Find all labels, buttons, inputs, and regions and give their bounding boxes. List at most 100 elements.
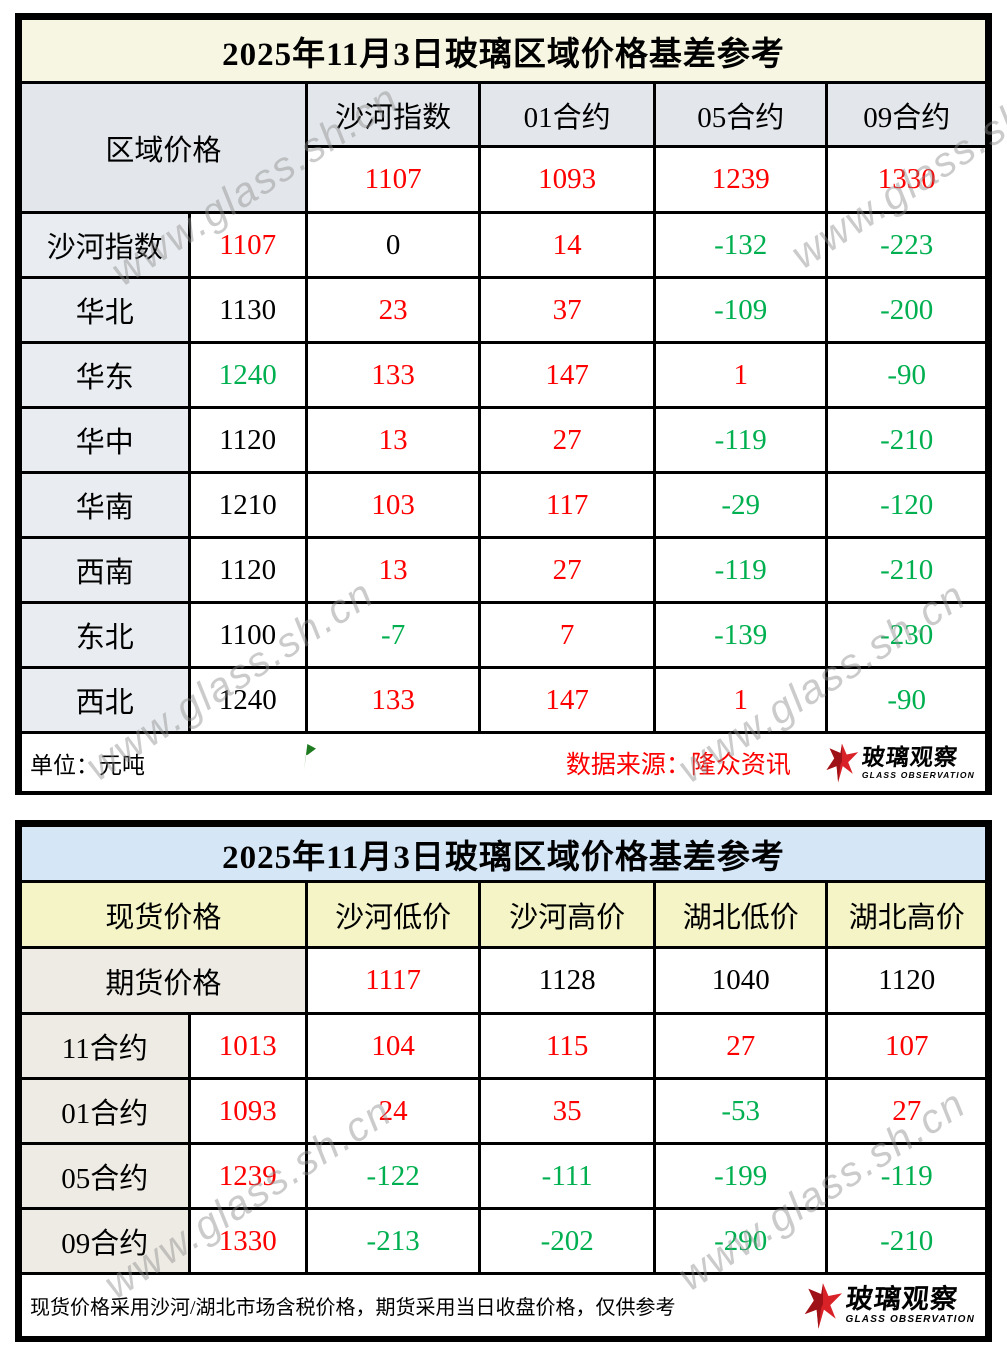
- table2-reference-price-row: 期货价格 1117 1128 1040 1120: [19, 946, 988, 1015]
- basis-cell: -290: [652, 1207, 829, 1275]
- ref-price-cell: 1239: [652, 145, 829, 214]
- table1-corner-header: 区域价格: [19, 81, 308, 214]
- basis-cell: -223: [825, 211, 988, 279]
- brand-logo: 玻璃观察 GLASS OBSERVATION: [803, 1281, 975, 1331]
- col-header-contract-01: 01合约: [478, 81, 656, 148]
- logo-star-icon: [804, 1282, 842, 1329]
- basis-cell: -90: [825, 666, 988, 734]
- ref-price-cell: 1107: [304, 145, 482, 214]
- regional-basis-grid: 2025年11月3日玻璃区域价格基差参考 区域价格 沙河指数 01合约 05合约…: [19, 17, 988, 794]
- table-row: 华北 1130 23 37 -109 -200: [19, 276, 988, 344]
- table-row: 11合约 1013 104 115 27 107: [19, 1012, 988, 1080]
- basis-cell: -90: [825, 341, 988, 409]
- basis-cell: 14: [478, 211, 656, 279]
- basis-cell: 27: [478, 406, 656, 474]
- basis-cell: 133: [304, 666, 482, 734]
- basis-cell: 24: [304, 1077, 482, 1145]
- region-price-cell: 1107: [187, 211, 308, 279]
- basis-cell: -202: [478, 1207, 656, 1275]
- table-regional-basis: 2025年11月3日玻璃区域价格基差参考 区域价格 沙河指数 01合约 05合约…: [15, 13, 992, 795]
- row-label: 沙河指数: [19, 211, 191, 279]
- basis-cell: 7: [478, 601, 656, 669]
- basis-cell: -111: [478, 1142, 656, 1210]
- row-label: 东北: [19, 601, 191, 669]
- table-row: 华中 1120 13 27 -119 -210: [19, 406, 988, 474]
- ref-price-cell: 1330: [825, 145, 988, 214]
- spot-price-cell: 1128: [478, 946, 656, 1015]
- region-price-cell: 1120: [187, 536, 308, 604]
- row-label: 华中: [19, 406, 191, 474]
- table1-reference-price-row: 1107 1093 1239 1330: [21, 145, 988, 214]
- basis-cell: -119: [652, 406, 829, 474]
- basis-cell: -213: [304, 1207, 482, 1275]
- row-label: 西北: [19, 666, 191, 734]
- basis-cell: 104: [304, 1012, 482, 1080]
- basis-cell: -122: [304, 1142, 482, 1210]
- basis-cell: -200: [825, 276, 988, 344]
- table-row: 西北 1240 133 147 1 -90: [19, 666, 988, 734]
- basis-cell: 133: [304, 341, 482, 409]
- table-row: 华南 1210 103 117 -29 -120: [19, 471, 988, 539]
- basis-cell: 27: [478, 536, 656, 604]
- table-row: 09合约 1330 -213 -202 -290 -210: [19, 1207, 988, 1275]
- table-row: 05合约 1239 -122 -111 -199 -119: [19, 1142, 988, 1210]
- basis-cell: -109: [652, 276, 829, 344]
- basis-cell: 115: [478, 1012, 656, 1080]
- basis-cell: 0: [304, 211, 482, 279]
- region-price-cell: 1240: [187, 341, 308, 409]
- basis-cell: -230: [825, 601, 988, 669]
- row-label: 华南: [19, 471, 191, 539]
- table-row: 01合约 1093 24 35 -53 27: [19, 1077, 988, 1145]
- brand-logo: 玻璃观察 GLASS OBSERVATION: [825, 741, 975, 785]
- row-label: 01合约: [19, 1077, 191, 1145]
- region-price-cell: 1240: [187, 666, 308, 734]
- table-row: 东北 1100 -7 7 -139 -230: [19, 601, 988, 669]
- col-header-hubei-high: 湖北高价: [825, 880, 988, 949]
- region-price-cell: 1100: [187, 601, 308, 669]
- region-price-cell: 1120: [187, 406, 308, 474]
- unit-note: 单位：元吨: [30, 752, 145, 778]
- basis-cell: 27: [825, 1077, 988, 1145]
- table-row: 沙河指数 1107 0 14 -132 -223: [19, 211, 988, 279]
- logo-text-cn: 玻璃观察: [860, 743, 960, 770]
- futures-price-cell: 1093: [187, 1077, 308, 1145]
- col-header-hubei-low: 湖北低价: [652, 880, 829, 949]
- basis-cell: -210: [825, 406, 988, 474]
- basis-cell: 1: [652, 666, 829, 734]
- table2-footer: 现货价格采用沙河/湖北市场含税价格，期货采用当日收盘价格，仅供参考 玻璃观察 G…: [19, 1272, 988, 1339]
- row-label: 华北: [19, 276, 191, 344]
- ref-price-cell: 1093: [478, 145, 656, 214]
- col-header-contract-05: 05合约: [652, 81, 829, 148]
- spot-price-cell: 1040: [652, 946, 829, 1015]
- spot-price-cell: 1117: [304, 946, 482, 1015]
- row-label: 西南: [19, 536, 191, 604]
- row-label: 09合约: [19, 1207, 191, 1275]
- futures-price-label: 期货价格: [19, 946, 308, 1015]
- spot-futures-grid: 2025年11月3日玻璃区域价格基差参考 现货价格 沙河低价 沙河高价 湖北低价…: [19, 824, 988, 1339]
- basis-cell: 107: [825, 1012, 988, 1080]
- basis-cell: -139: [652, 601, 829, 669]
- basis-cell: 147: [478, 666, 656, 734]
- basis-cell: -53: [652, 1077, 829, 1145]
- futures-price-cell: 1330: [187, 1207, 308, 1275]
- table2-title: 2025年11月3日玻璃区域价格基差参考: [19, 824, 988, 883]
- basis-cell: -119: [825, 1142, 988, 1210]
- basis-cell: 1: [652, 341, 829, 409]
- futures-price-cell: 1239: [187, 1142, 308, 1210]
- basis-cell: 147: [478, 341, 656, 409]
- row-label: 华东: [19, 341, 191, 409]
- table1-footer: 单位：元吨 数据来源：隆众资讯 玻璃观察 GLASS OBSERVATION: [19, 731, 988, 794]
- basis-cell: 103: [304, 471, 482, 539]
- basis-cell: 35: [478, 1077, 656, 1145]
- logo-text-en: GLASS OBSERVATION: [861, 769, 975, 780]
- basis-cell: -199: [652, 1142, 829, 1210]
- col-header-shahe-low: 沙河低价: [304, 880, 482, 949]
- basis-cell: 117: [478, 471, 656, 539]
- table1-title: 2025年11月3日玻璃区域价格基差参考: [19, 17, 988, 84]
- logo-text-en: GLASS OBSERVATION: [845, 1314, 975, 1325]
- basis-cell: 27: [652, 1012, 829, 1080]
- basis-cell: -132: [652, 211, 829, 279]
- col-header-contract-09: 09合约: [825, 81, 988, 148]
- table-spot-futures-basis: 2025年11月3日玻璃区域价格基差参考 现货价格 沙河低价 沙河高价 湖北低价…: [15, 820, 992, 1342]
